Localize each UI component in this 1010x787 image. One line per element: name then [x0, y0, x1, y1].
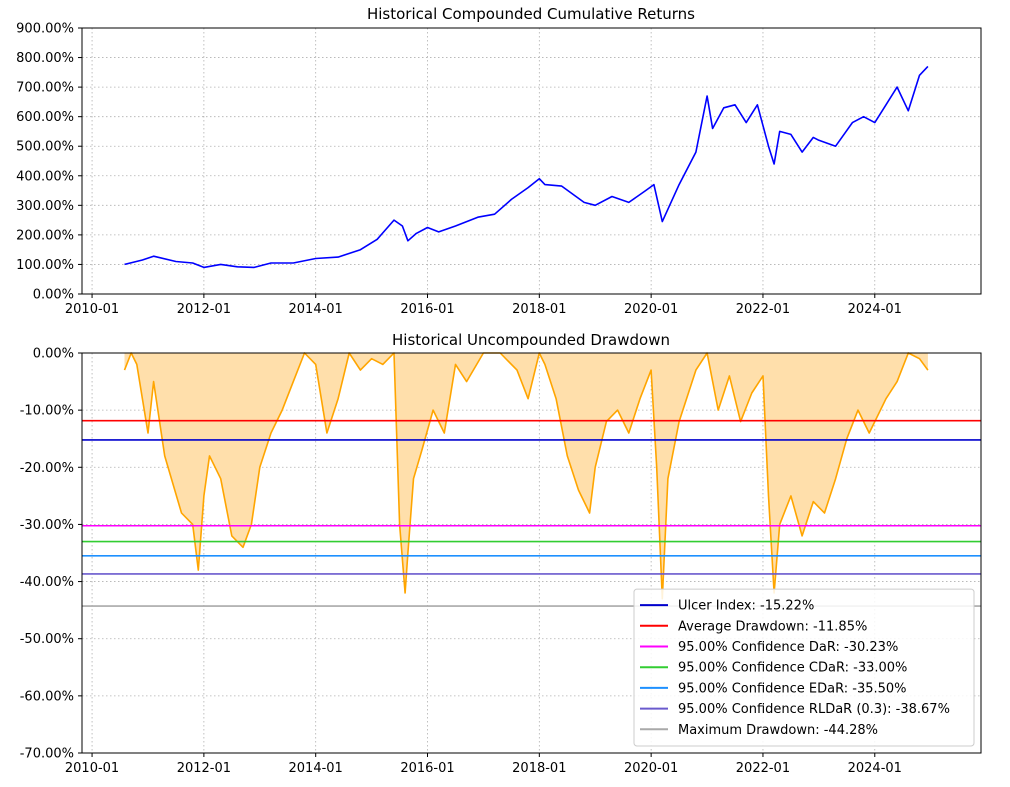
- legend-entry: Ulcer Index: -15.22%: [678, 599, 814, 614]
- chart-title: Historical Uncompounded Drawdown: [392, 331, 670, 349]
- tick-label-x: 2018-01: [512, 302, 566, 317]
- tick-label-x: 2022-01: [736, 761, 790, 776]
- legend-entry: Average Drawdown: -11.85%: [678, 619, 867, 634]
- tick-label-y: -30.00%: [20, 518, 74, 533]
- axes: 0.00% 100.00% 200.00% 300.00% 400.00% 500.00%…: [16, 22, 902, 318]
- tick-label-y: 700.00%: [16, 81, 74, 96]
- legend-entry: 95.00% Confidence EDaR: -35.50%: [678, 681, 907, 696]
- plot-frame: [81, 352, 982, 754]
- tick-label-x: 2016-01: [400, 761, 454, 776]
- tick-label-y: -60.00%: [20, 689, 74, 704]
- tick-label-y: -10.00%: [20, 404, 74, 419]
- tick-label-x: 2012-01: [177, 761, 231, 776]
- legend-entry: 95.00% Confidence DaR: -30.23%: [678, 640, 898, 655]
- legend-entry: 95.00% Confidence RLDaR (0.3): -38.67%: [678, 702, 950, 717]
- tick-label-y: 500.00%: [16, 140, 74, 155]
- axes: 0.00% -10.00% -20.00% -30.00% -40.00% -50.00%…: [20, 347, 902, 777]
- tick-label-x: 2022-01: [736, 302, 790, 317]
- tick-label-y: 300.00%: [16, 199, 74, 214]
- drawdown-panel: Historical Uncompounded Drawdown 0.00% -1…: [20, 331, 982, 777]
- tick-label-y: 600.00%: [16, 110, 74, 125]
- tick-label-x: 2012-01: [177, 302, 231, 317]
- tick-label-y: 400.00%: [16, 169, 74, 184]
- tick-label-y: -20.00%: [20, 461, 74, 476]
- tick-label-y: 200.00%: [16, 228, 74, 243]
- tick-label-y: 100.00%: [16, 258, 74, 273]
- tick-label-x: 2024-01: [848, 761, 902, 776]
- drawdown-area: [124, 353, 928, 599]
- tick-label-y: -50.00%: [20, 632, 74, 647]
- tick-label-x: 2020-01: [624, 761, 678, 776]
- tick-label-y: 800.00%: [16, 51, 74, 66]
- series: [124, 65, 929, 269]
- tick-label-x: 2024-01: [848, 302, 902, 317]
- tick-label-x: 2010-01: [65, 761, 119, 776]
- cumulative-returns-panel: Historical Compounded Cumulative Returns…: [16, 5, 982, 318]
- legend-box: [633, 588, 975, 747]
- tick-label-x: 2014-01: [289, 761, 343, 776]
- legend-entry: Maximum Drawdown: -44.28%: [678, 723, 878, 738]
- tick-label-x: 2020-01: [624, 302, 678, 317]
- plot-frame: [81, 27, 982, 295]
- chart-title: Historical Compounded Cumulative Returns: [367, 5, 695, 23]
- tick-label-y: -70.00%: [20, 747, 74, 762]
- tick-label-x: 2018-01: [512, 761, 566, 776]
- tick-label-y: -40.00%: [20, 575, 74, 590]
- tick-label-y: 900.00%: [16, 22, 74, 37]
- tick-label-x: 2010-01: [65, 302, 119, 317]
- tick-label-y: 0.00%: [33, 288, 74, 303]
- series-line: [124, 65, 929, 269]
- legend: Ulcer Index: -15.22% Average Drawdown: -1…: [633, 588, 975, 747]
- tick-label-y: 0.00%: [33, 347, 74, 362]
- legend-entry: 95.00% Confidence CDaR: -33.00%: [678, 661, 907, 676]
- tick-label-x: 2016-01: [400, 302, 454, 317]
- tick-label-x: 2014-01: [289, 302, 343, 317]
